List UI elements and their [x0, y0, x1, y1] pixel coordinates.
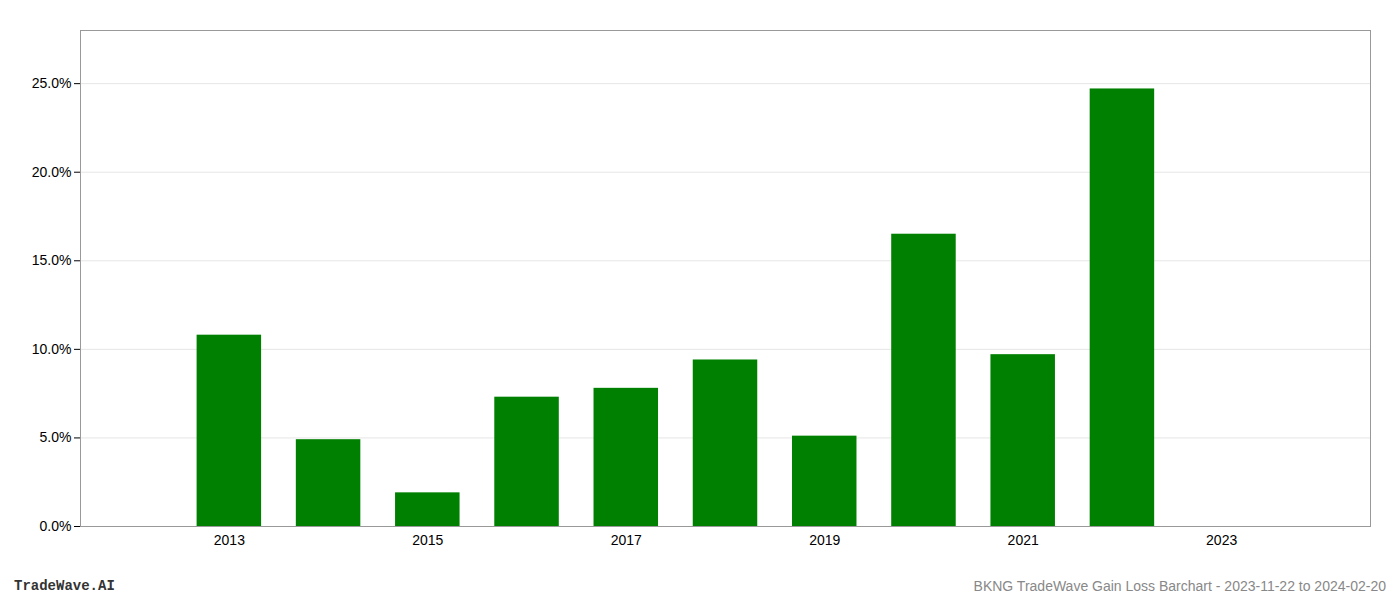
svg-text:2021: 2021	[1008, 532, 1039, 548]
svg-text:25.0%: 25.0%	[32, 75, 72, 91]
svg-text:2015: 2015	[412, 532, 443, 548]
html-text:TradeWave.AI: TradeWave.AI	[14, 578, 115, 594]
svg-text:0.0%: 0.0%	[40, 518, 72, 534]
svg-text:2023: 2023	[1206, 532, 1237, 548]
svg-text:20.0%: 20.0%	[32, 164, 72, 180]
svg-text:2013: 2013	[214, 532, 245, 548]
svg-text:10.0%: 10.0%	[32, 341, 72, 357]
svg-text:2017: 2017	[611, 532, 642, 548]
svg-text:2019: 2019	[809, 532, 840, 548]
svg-text:5.0%: 5.0%	[40, 429, 72, 445]
html-text:BKNG TradeWave Gain Loss Barch: BKNG TradeWave Gain Loss Barchart - 2023…	[973, 578, 1386, 594]
svg-text:15.0%: 15.0%	[32, 252, 72, 268]
